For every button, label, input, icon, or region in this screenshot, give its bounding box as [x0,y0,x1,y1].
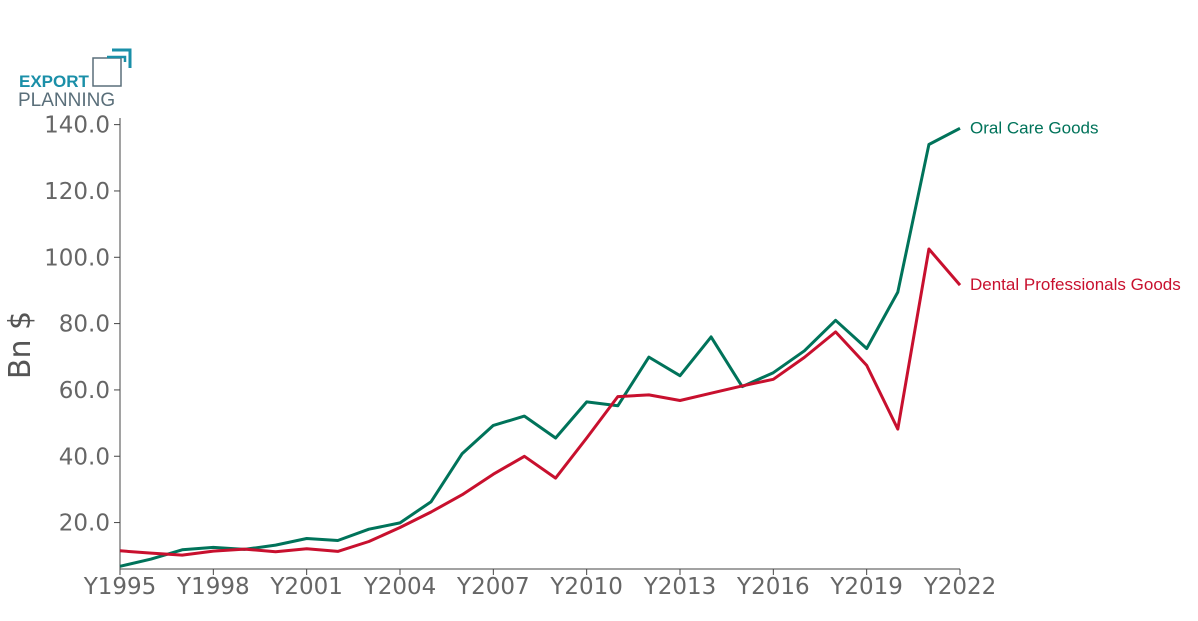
x-tick-label: Y2019 [829,574,903,600]
y-axis-ticks: 20.0 40.0 60.0 80.0 100.0 120.0 140.0 [44,113,120,537]
series-line-dental-professionals-goods [119,247,962,557]
logo-arrow-icon [107,55,127,62]
logo-corner-icon [112,48,132,68]
series-lines [119,126,962,568]
series-line-oral-care-goods [119,126,961,568]
series-labels: Oral Care Goods Dental Professionals Good… [970,118,1181,294]
y-tick-label: 60.0 [59,378,110,404]
x-tick-label: Y1998 [176,574,250,600]
x-tick-label: Y1995 [83,574,157,600]
y-tick-label: 40.0 [59,444,110,470]
x-tick-label: Y2007 [456,574,530,600]
logo-square-icon [92,57,122,87]
x-tick-label: Y2013 [643,574,717,600]
y-tick-label: 140.0 [44,113,110,139]
x-axis-ticks: Y1995 Y1998 Y2001 Y2004 Y2007 Y2010 Y2013 Y2016… [83,569,997,600]
y-tick-label: 120.0 [44,179,110,205]
logo-text-planning: PLANNING [18,90,115,111]
logo-text-export: EXPORT [19,72,90,91]
x-tick-label: Y2001 [269,574,343,600]
y-tick-label: 80.0 [59,312,110,338]
series-label: Oral Care Goods [970,118,1099,137]
x-tick-label: Y2022 [923,574,997,600]
x-tick-label: Y2016 [736,574,810,600]
y-tick-label: 100.0 [44,245,110,271]
y-tick-label: 20.0 [59,511,110,537]
series-label: Dental Professionals Goods [970,275,1181,294]
x-tick-label: Y2010 [549,574,623,600]
y-axis-label: Bn $ [3,311,38,379]
export-planning-logo: EXPORT PLANNING [18,48,132,111]
x-tick-label: Y2004 [363,574,437,600]
